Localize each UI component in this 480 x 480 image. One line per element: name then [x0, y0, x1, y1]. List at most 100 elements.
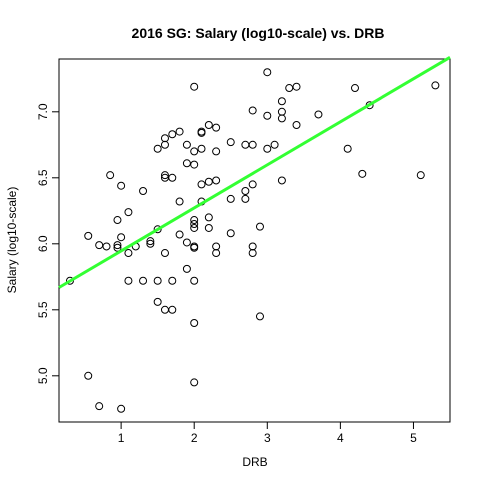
data-point — [190, 223, 199, 232]
data-point — [190, 276, 199, 285]
x-tick-label: 3 — [264, 431, 271, 445]
data-point — [153, 225, 162, 234]
data-point — [270, 140, 279, 149]
data-point — [113, 241, 122, 250]
data-point — [113, 243, 122, 252]
data-point — [204, 121, 213, 129]
data-point — [117, 181, 126, 190]
data-point — [248, 180, 257, 189]
data-point — [343, 144, 352, 153]
y-tick-label: 6.0 — [36, 235, 50, 252]
x-axis: 1 2 3 4 5 — [118, 422, 417, 445]
data-point — [182, 238, 191, 247]
data-point — [190, 216, 199, 225]
data-point — [277, 176, 286, 185]
data-point — [124, 249, 133, 258]
data-point — [168, 173, 177, 182]
data-point — [175, 197, 184, 206]
data-point — [431, 81, 440, 90]
data-point — [263, 68, 272, 77]
data-point — [124, 276, 133, 285]
data-point — [277, 97, 286, 106]
data-point — [241, 194, 250, 203]
data-point — [212, 147, 221, 156]
data-point — [358, 169, 367, 178]
data-point — [248, 106, 257, 115]
data-point — [197, 144, 206, 153]
data-point — [153, 144, 162, 153]
data-point — [65, 276, 74, 285]
data-point — [175, 230, 184, 239]
y-axis-label: Salary (log10-scale) — [5, 187, 19, 294]
data-point — [197, 180, 206, 189]
data-point — [204, 177, 213, 186]
regression-line — [58, 55, 451, 289]
data-point — [190, 160, 199, 169]
chart-title: 2016 SG: Salary (log10-scale) vs. DRB — [132, 25, 385, 41]
data-point — [160, 140, 169, 149]
data-point — [292, 82, 301, 91]
y-tick-label: 6.5 — [36, 169, 50, 186]
data-point — [146, 239, 155, 248]
data-point — [113, 216, 122, 225]
data-point — [117, 404, 126, 413]
data-point — [182, 159, 191, 168]
data-point — [160, 249, 169, 258]
data-point — [190, 378, 199, 387]
data-point — [248, 249, 257, 258]
data-point — [416, 171, 425, 180]
data-point — [153, 276, 162, 285]
data-point — [197, 128, 206, 137]
x-axis-label: DRB — [242, 455, 267, 469]
y-tick-label: 7.0 — [36, 103, 50, 120]
data-point — [263, 144, 272, 153]
y-axis: 5.0 5.5 6.0 6.5 7.0 — [36, 103, 59, 384]
x-tick-label: 4 — [337, 431, 344, 445]
data-point — [226, 138, 235, 147]
regression-line-group — [58, 55, 451, 289]
data-point — [241, 187, 250, 195]
data-point — [248, 140, 257, 149]
data-point — [102, 242, 111, 251]
data-point — [168, 130, 177, 139]
data-point — [168, 276, 177, 285]
data-point — [117, 233, 126, 242]
x-tick-label: 2 — [191, 431, 198, 445]
y-tick-label: 5.5 — [36, 301, 50, 318]
data-point — [292, 121, 301, 129]
data-point — [190, 82, 199, 91]
data-point — [182, 264, 191, 273]
data-point — [212, 249, 221, 258]
data-point — [190, 220, 199, 228]
data-point — [168, 305, 177, 314]
data-point — [95, 402, 104, 411]
data-point — [212, 176, 221, 185]
x-tick-label: 1 — [118, 431, 125, 445]
data-point — [124, 208, 133, 217]
data-point — [350, 84, 359, 93]
data-point — [146, 237, 155, 246]
data-point — [139, 276, 148, 285]
data-point — [160, 171, 169, 180]
data-point — [190, 243, 199, 252]
data-point — [84, 231, 93, 240]
data-point — [314, 110, 323, 119]
data-point — [285, 84, 294, 93]
data-point — [255, 222, 264, 231]
data-point — [204, 213, 213, 222]
data-point — [263, 111, 272, 120]
data-point — [175, 127, 184, 136]
y-tick-label: 5.0 — [36, 367, 50, 384]
x-tick-label: 5 — [410, 431, 417, 445]
data-point — [212, 123, 221, 132]
data-point — [190, 147, 199, 156]
data-point — [255, 312, 264, 321]
data-point — [153, 297, 162, 306]
data-point — [106, 171, 115, 180]
data-point — [190, 319, 199, 327]
data-point — [182, 140, 191, 149]
plot-frame — [58, 58, 451, 423]
data-point — [226, 229, 235, 238]
